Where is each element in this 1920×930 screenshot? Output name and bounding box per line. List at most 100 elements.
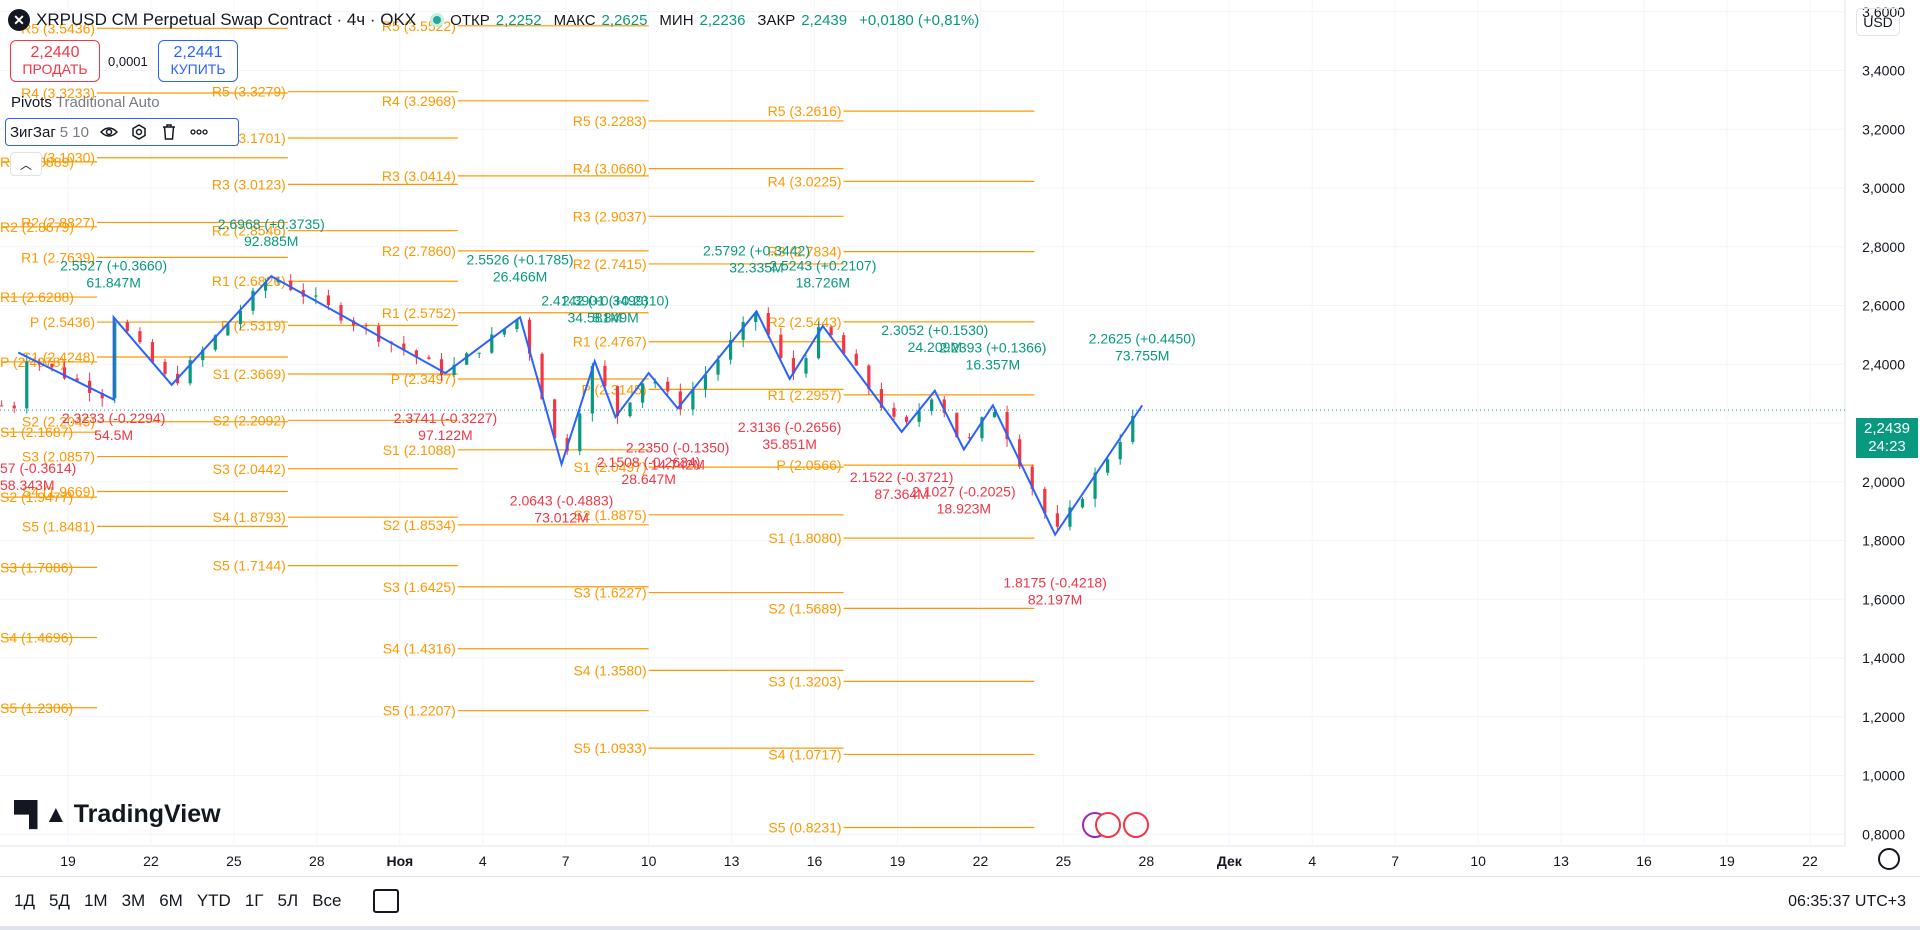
pivots-name: Pivots — [11, 94, 52, 111]
range-button[interactable]: 5Л — [277, 891, 299, 910]
zigzag-volume-label: 61.847M — [86, 274, 140, 290]
pivot-label: S3 (1.7086) — [0, 559, 73, 575]
pivot-label: R1 (2.7639) — [21, 249, 95, 265]
zigzag-pivot-label: 57 (-0.3614) — [0, 460, 76, 476]
zigzag-pivot-label: 2.5526 (+0.1785) — [467, 251, 574, 267]
y-tick-label: 1,2000 — [1862, 709, 1905, 725]
collapse-legend-button[interactable]: ︿ — [10, 152, 42, 176]
x-tick-label: 16 — [1636, 853, 1652, 869]
zigzag-pivot-label: 2.2625 (+0.4450) — [1089, 331, 1196, 347]
candle-body — [867, 365, 871, 390]
pivot-label: R3 (2.7834) — [768, 244, 842, 260]
pivot-label: R2 (2.8546) — [212, 223, 286, 239]
symbol-logo-icon[interactable]: ✕ — [8, 9, 30, 31]
zigzag-volume-label: 8.849M — [592, 310, 639, 326]
current-price-tag: 2,2439 24:23 — [1856, 418, 1918, 458]
range-button[interactable]: 5Д — [48, 891, 70, 910]
candle-body — [188, 360, 192, 384]
clock[interactable]: 06:35:37 UTC+3 — [1788, 893, 1906, 910]
x-tick-label: 7 — [562, 853, 570, 869]
candle-body — [955, 412, 959, 438]
grid — [0, 0, 1846, 847]
chevron-up-icon: ︿ — [19, 157, 32, 172]
x-tick-label: 25 — [1056, 853, 1072, 869]
candle-body — [829, 327, 833, 336]
x-tick-label: 10 — [641, 853, 657, 869]
candle-body — [314, 295, 318, 297]
y-tick-label: 2,6000 — [1862, 298, 1905, 314]
range-button[interactable]: Все — [312, 891, 342, 910]
zigzag-volume-label: 18.923M — [937, 500, 991, 516]
tradingview-logo[interactable]: ▀▌▲ TradingView — [14, 800, 221, 829]
sell-button[interactable]: 2,2440 ПРОДАТЬ — [10, 40, 100, 82]
candle-body — [50, 363, 54, 368]
range-button[interactable]: 1М — [83, 891, 108, 910]
range-button[interactable]: 1Д — [14, 891, 35, 910]
pivot-label: S1 (2.0497) — [573, 459, 646, 475]
buy-button[interactable]: 2,2441 КУПИТЬ — [158, 40, 238, 82]
more-icon[interactable] — [189, 122, 209, 142]
candle-body — [728, 339, 733, 360]
currency-select[interactable]: USD — [1856, 8, 1900, 36]
range-button[interactable]: 6М — [159, 891, 183, 910]
zigzag-volume-label: 24.209M — [908, 339, 962, 355]
eye-icon[interactable] — [99, 122, 119, 142]
pivot-label: R2 (2.7415) — [573, 256, 647, 272]
candle-body — [628, 402, 632, 417]
pivots-legend[interactable]: Pivots Traditional Auto — [11, 94, 160, 111]
candle-body — [62, 367, 67, 379]
pivot-label: P (2.3497) — [391, 371, 456, 387]
candle-body — [779, 334, 783, 359]
candle-body — [1005, 412, 1009, 440]
candle-body — [289, 280, 293, 291]
candle-body — [25, 361, 29, 409]
market-status-icon[interactable] — [430, 13, 445, 27]
pivot-label: R4 (3.3233) — [21, 85, 95, 101]
zigzag-pivot-label: 2.3741 (-0.3227) — [394, 410, 498, 426]
y-tick-label: 1,6000 — [1862, 591, 1905, 607]
pivot-label: S2 (1.5689) — [768, 600, 841, 616]
candle-body — [263, 282, 268, 291]
change-value: +0,0180 (+0,81%) — [859, 11, 980, 29]
calendar-icon[interactable] — [373, 889, 399, 913]
candle-body — [703, 374, 708, 390]
zigzag-volume-label: 82.197M — [1028, 592, 1082, 608]
bottom-strip — [0, 926, 1920, 930]
bar-countdown: 24:23 — [1868, 438, 1906, 455]
candle-body — [917, 411, 921, 422]
candle-body — [904, 416, 909, 422]
candle-body — [402, 343, 406, 351]
range-button[interactable]: 3М — [121, 891, 146, 910]
range-button[interactable]: YTD — [196, 891, 231, 910]
candle-body — [1043, 488, 1047, 514]
candle-body — [1055, 513, 1059, 527]
symbol-title[interactable]: XRPUSD CM Perpetual Swap Contract · 4ч ·… — [36, 10, 417, 29]
pivot-label: S2 (1.8534) — [383, 517, 456, 533]
axis-settings-icon[interactable] — [1878, 848, 1900, 870]
trash-icon[interactable] — [159, 122, 179, 142]
x-tick-label: 16 — [807, 853, 823, 869]
zigzag-pivot-label: 2.1522 (-0.3721) — [850, 469, 954, 485]
zigzag-pivot-label: 2.1508 (-0.2634) — [597, 454, 701, 470]
candle-body — [125, 322, 129, 332]
zigzag-pivot-label: 2.4142 (+0.3499) — [541, 293, 648, 309]
tradingview-wordmark: TradingView — [73, 800, 221, 828]
candle-body — [879, 389, 884, 408]
candle-body — [1131, 415, 1135, 443]
economic-events[interactable] — [1082, 812, 1149, 838]
candle-body — [427, 357, 431, 360]
zigzag-legend[interactable]: ЗигЗаг 5 10 — [5, 118, 239, 146]
range-button[interactable]: 1Г — [244, 891, 264, 910]
candles — [0, 274, 1135, 531]
pivot-label: R5 (3.2616) — [768, 103, 842, 119]
candle-body — [791, 358, 796, 374]
x-tick-label: 13 — [724, 853, 740, 869]
pivot-label: S1 (2.4248) — [22, 349, 95, 365]
settings-icon[interactable] — [129, 122, 149, 142]
zigzag-pivot-label: 2.1027 (-0.2025) — [912, 483, 1016, 499]
pivot-label: R1 (2.2957) — [768, 387, 842, 403]
candle-body — [1030, 466, 1034, 489]
zigzag-volume-label: 54.5M — [94, 427, 133, 443]
zigzag-volume-label: 58.343M — [0, 477, 54, 493]
